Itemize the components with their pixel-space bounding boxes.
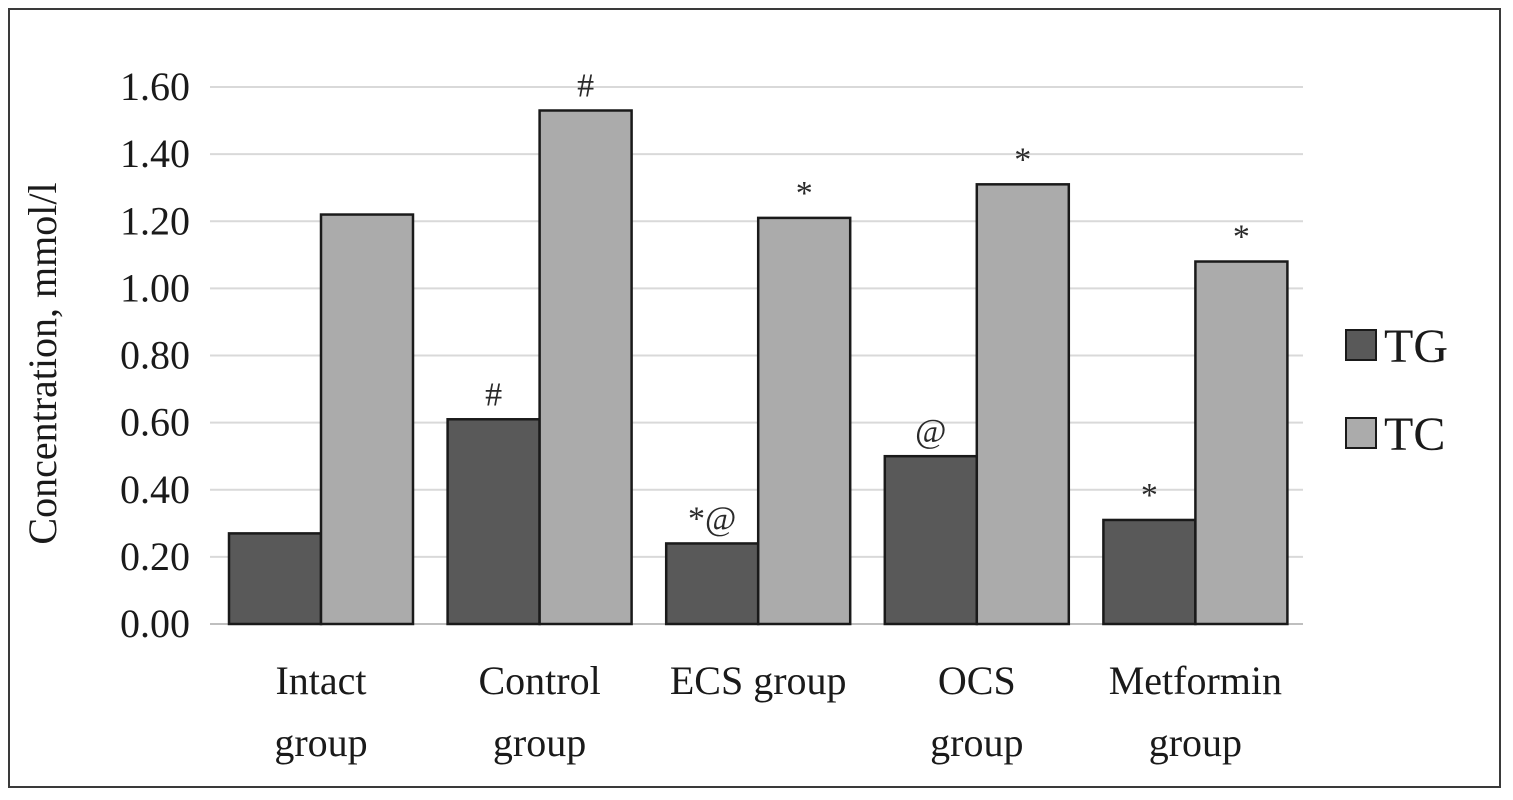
y-tick-label: 0.60 bbox=[120, 400, 190, 445]
significance-marker: * bbox=[1233, 219, 1250, 256]
y-tick-label: 0.00 bbox=[120, 601, 190, 646]
x-tick-label: Control bbox=[478, 658, 600, 703]
x-tick-label: ECS group bbox=[670, 658, 847, 703]
bar-tc bbox=[756, 216, 852, 626]
bar-tg bbox=[1102, 518, 1197, 626]
legend-swatch-tg bbox=[1345, 329, 1377, 361]
x-tick-label: OCS bbox=[938, 658, 1016, 703]
significance-marker: * bbox=[796, 175, 813, 212]
y-axis-title: Concentration, mmol/l bbox=[20, 182, 65, 544]
bar-tg bbox=[664, 542, 760, 626]
legend-label-tc: TC bbox=[1384, 408, 1445, 461]
y-tick-label: 0.40 bbox=[120, 467, 190, 512]
x-tick-label: group bbox=[1149, 720, 1242, 765]
bar-tc bbox=[975, 183, 1071, 626]
bar-tc bbox=[319, 213, 415, 626]
y-tick-label: 1.60 bbox=[120, 64, 190, 109]
x-tick-label: Metformin bbox=[1109, 658, 1282, 703]
x-tick-label: Intact bbox=[275, 658, 366, 703]
x-tick-label: group bbox=[493, 720, 586, 765]
x-tick-label: group bbox=[274, 720, 367, 765]
bar-tc bbox=[1194, 260, 1289, 626]
legend-swatch-tc bbox=[1345, 417, 1377, 449]
y-tick-label: 1.20 bbox=[120, 198, 190, 243]
bar-tc bbox=[538, 109, 633, 626]
significance-marker: *@ bbox=[688, 500, 736, 537]
y-tick-label: 0.20 bbox=[120, 534, 190, 579]
bar-tg bbox=[883, 454, 979, 626]
bar-tg bbox=[446, 418, 541, 626]
chart-frame: 0.00 0.20 0.40 0.60 0.80 1.00 1.20 1.40 1.60 Conc… bbox=[8, 8, 1501, 788]
significance-marker: * bbox=[1014, 141, 1031, 178]
significance-marker: @ bbox=[915, 413, 946, 450]
x-tick-label: group bbox=[930, 720, 1023, 765]
legend-label-tg: TG bbox=[1384, 320, 1448, 373]
y-tick-label: 1.40 bbox=[120, 131, 190, 176]
significance-marker: * bbox=[1141, 477, 1158, 514]
bar-tg bbox=[227, 532, 323, 626]
bar-chart: 0.00 0.20 0.40 0.60 0.80 1.00 1.20 1.40 1.60 Conc… bbox=[20, 64, 1448, 765]
significance-marker: # bbox=[577, 67, 594, 104]
significance-marker: # bbox=[485, 376, 502, 413]
y-tick-label: 1.00 bbox=[120, 265, 190, 310]
y-tick-label: 0.80 bbox=[120, 333, 190, 378]
